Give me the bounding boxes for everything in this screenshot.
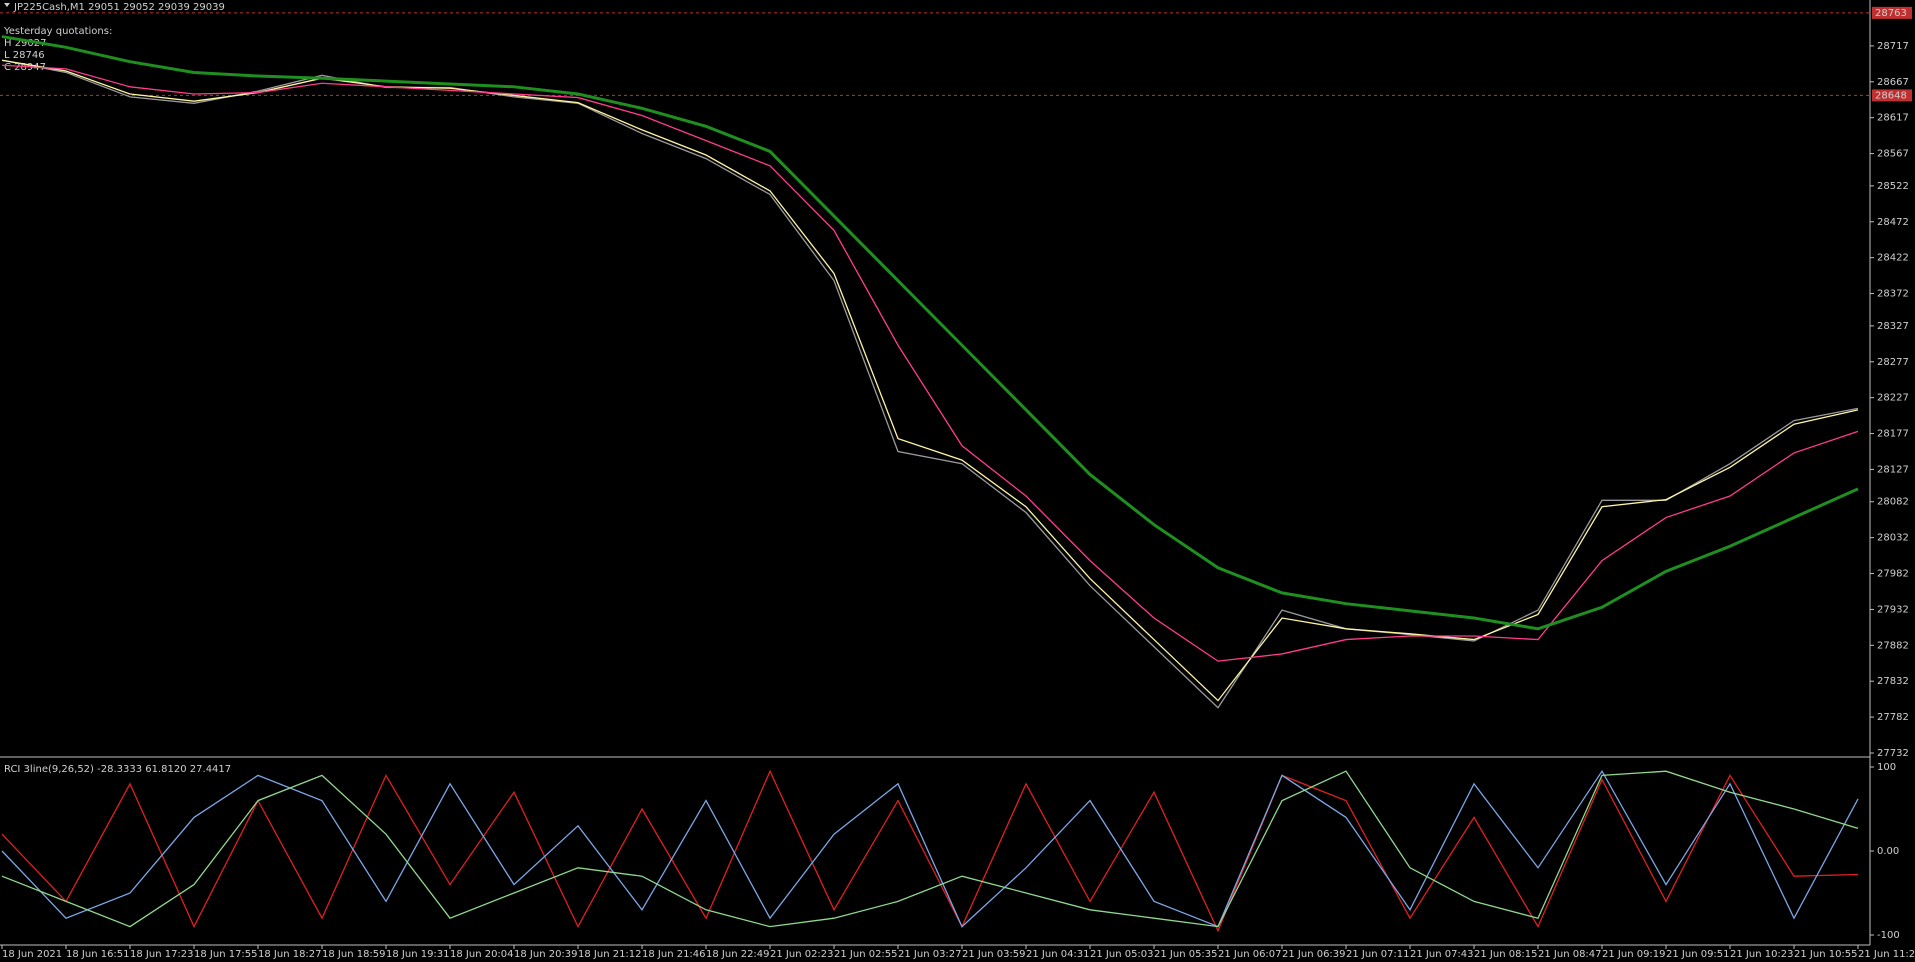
- x-tick-label: 18 Jun 17:23: [130, 949, 194, 960]
- x-tick-label: 18 Jun 20:04: [450, 949, 514, 960]
- x-tick-label: 21 Jun 10:55: [1794, 949, 1858, 960]
- x-tick-label: 21 Jun 02:55: [834, 949, 898, 960]
- x-tick-label: 18 Jun 2021: [2, 949, 62, 960]
- x-tick-label: 21 Jun 06:07: [1218, 949, 1282, 960]
- y-tick-label: 28177: [1877, 429, 1909, 440]
- y-tick-label: 28032: [1877, 533, 1909, 544]
- series-line: [1, 35, 1859, 631]
- price-label-box: [1872, 89, 1912, 102]
- price-label-box: [1872, 6, 1912, 19]
- annotation: C 28947: [4, 62, 46, 73]
- x-tick-label: 18 Jun 16:51: [66, 949, 130, 960]
- y-tick-label: 27782: [1877, 712, 1909, 723]
- annotation: Yesterday quotations:: [3, 26, 112, 37]
- annotation: H 29027: [4, 38, 47, 49]
- y-tick-label: 28472: [1877, 217, 1909, 228]
- y-tick-label: 27932: [1877, 604, 1909, 615]
- y-tick-label: 27982: [1877, 569, 1909, 580]
- y-tick-label: 28277: [1877, 357, 1909, 368]
- x-tick-label: 21 Jun 09:51: [1666, 949, 1730, 960]
- chart-title: JP225Cash,M1 29051 29052 29039 29039: [13, 2, 225, 13]
- x-tick-label: 21 Jun 08:15: [1474, 949, 1538, 960]
- series-line: [1, 59, 1859, 702]
- indicator-title: RCI 3line(9,26,52) -28.3333 61.8120 27.4…: [4, 764, 231, 775]
- x-tick-label: 21 Jun 06:39: [1282, 949, 1346, 960]
- y-tick-label: 100: [1877, 762, 1896, 773]
- x-tick-label: 21 Jun 05:03: [1090, 949, 1154, 960]
- y-tick-label: 28127: [1877, 464, 1909, 475]
- x-tick-label: 21 Jun 05:35: [1154, 949, 1218, 960]
- x-tick-label: 21 Jun 04:31: [1026, 949, 1090, 960]
- series-line: [1, 769, 1859, 928]
- series-line: [1, 770, 1859, 928]
- y-tick-label: 28422: [1877, 253, 1909, 264]
- y-tick-label: 28667: [1877, 77, 1909, 88]
- y-tick-label: 28082: [1877, 497, 1909, 508]
- x-tick-label: 18 Jun 21:46: [642, 949, 706, 960]
- price-label: 28648: [1875, 90, 1907, 101]
- x-tick-label: 18 Jun 17:55: [194, 949, 258, 960]
- y-tick-label: 27732: [1877, 748, 1909, 759]
- menu-arrow[interactable]: [4, 3, 10, 7]
- series-line: [1, 769, 1859, 933]
- x-tick-label: 21 Jun 02:23: [770, 949, 834, 960]
- x-tick-label: 18 Jun 21:12: [578, 949, 642, 960]
- x-tick-label: 21 Jun 07:43: [1410, 949, 1474, 960]
- x-tick-label: 21 Jun 10:23: [1730, 949, 1794, 960]
- x-tick-label: 18 Jun 19:31: [386, 949, 450, 960]
- y-tick-label: 28617: [1877, 113, 1909, 124]
- x-tick-label: 18 Jun 22:49: [706, 949, 770, 960]
- y-tick-label: -100: [1877, 930, 1900, 941]
- y-tick-label: 0.00: [1877, 846, 1899, 857]
- price-label: 28763: [1875, 8, 1907, 19]
- y-tick-label: 28227: [1877, 393, 1909, 404]
- x-tick-label: 18 Jun 18:27: [258, 949, 322, 960]
- y-tick-label: 28372: [1877, 289, 1909, 300]
- x-tick-label: 21 Jun 03:27: [898, 949, 962, 960]
- x-tick-label: 21 Jun 07:11: [1346, 949, 1410, 960]
- y-tick-label: 28567: [1877, 149, 1909, 160]
- x-tick-label: 21 Jun 09:19: [1602, 949, 1666, 960]
- x-tick-label: 21 Jun 03:59: [962, 949, 1026, 960]
- x-tick-label: 18 Jun 18:59: [322, 949, 386, 960]
- annotation: L 28746: [4, 50, 45, 61]
- x-tick-label: 18 Jun 20:39: [514, 949, 578, 960]
- y-tick-label: 27832: [1877, 676, 1909, 687]
- x-tick-label: 21 Jun 11:27: [1858, 949, 1915, 960]
- y-tick-label: 27882: [1877, 640, 1909, 651]
- y-tick-label: 28717: [1877, 41, 1909, 52]
- x-tick-label: 21 Jun 08:47: [1538, 949, 1602, 960]
- y-tick-label: 28522: [1877, 181, 1909, 192]
- y-tick-label: 28327: [1877, 321, 1909, 332]
